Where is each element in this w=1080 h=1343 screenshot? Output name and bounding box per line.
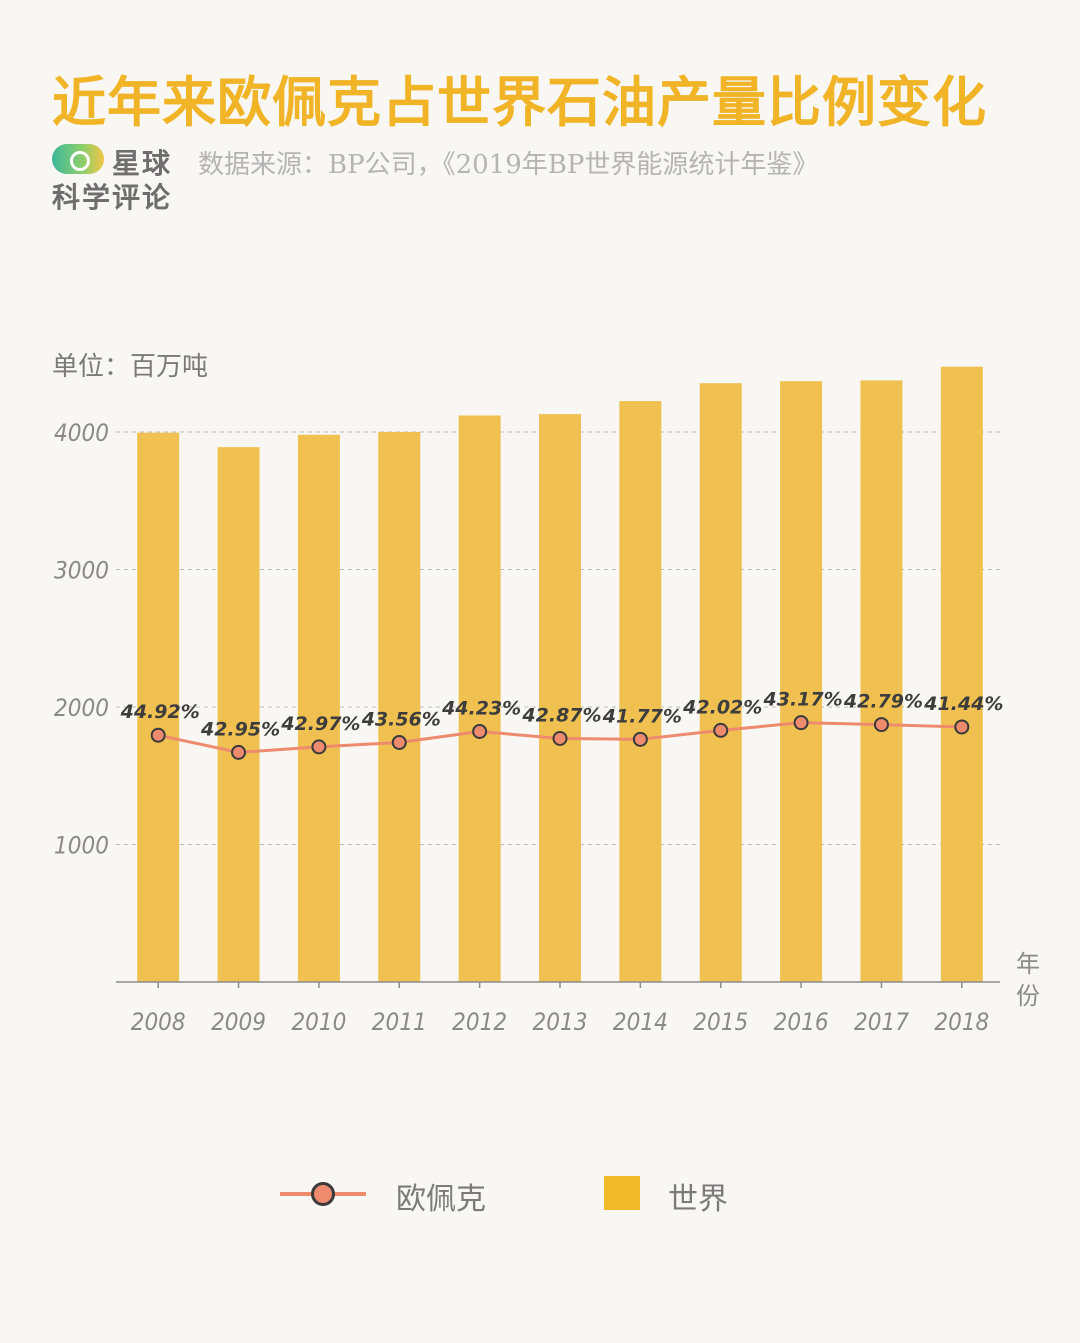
opec-data-label: 43.56% [361, 708, 441, 730]
legend-item-opec: 欧佩克 [280, 1166, 540, 1222]
opec-marker [793, 715, 809, 731]
opec-marker [552, 730, 568, 746]
bar [378, 432, 421, 982]
x-tick-label: 2011 [372, 1008, 427, 1036]
x-axis-unit-label: 份 [1016, 982, 1040, 1010]
y-axis-unit-label: 单位：百万吨 [52, 352, 209, 382]
x-tick-label: 2012 [452, 1008, 507, 1036]
x-tick-label: 2013 [533, 1008, 588, 1036]
opec-data-label: 42.87% [521, 704, 601, 726]
legend-item-world: 世界 [604, 1166, 804, 1222]
y-tick-label: 3000 [54, 557, 109, 585]
y-tick-label: 4000 [54, 419, 109, 447]
opec-data-label: 42.97% [280, 713, 360, 735]
y-tick-label: 1000 [54, 832, 109, 860]
legend-label-world: 世界 [668, 1182, 728, 1217]
opec-marker [632, 731, 648, 747]
bar [780, 381, 823, 982]
bar [940, 366, 983, 982]
opec-marker [472, 723, 488, 739]
y-tick-label: 2000 [54, 694, 109, 722]
bar [619, 401, 662, 982]
legend-label-opec: 欧佩克 [396, 1182, 486, 1217]
opec-data-label: 42.79% [843, 691, 923, 713]
opec-marker [231, 744, 247, 760]
opec-marker [311, 739, 327, 755]
opec-data-label: 44.23% [441, 697, 521, 719]
x-tick-label: 2018 [934, 1008, 989, 1036]
opec-data-label: 41.77% [602, 705, 682, 727]
opec-data-label: 44.92% [120, 701, 200, 723]
bar [137, 432, 180, 982]
bar [217, 447, 260, 982]
chart-title: 近年来欧佩克占世界石油产量比例变化 [52, 71, 987, 134]
x-tick-label: 2009 [211, 1008, 266, 1036]
x-tick-label: 2008 [131, 1008, 186, 1036]
bar [539, 414, 581, 982]
opec-marker [713, 722, 729, 738]
opec-marker [873, 717, 889, 733]
logo-text-line2: 科学评论 [52, 181, 173, 214]
x-tick-label: 2015 [693, 1008, 748, 1036]
x-tick-label: 2014 [613, 1008, 668, 1036]
opec-marker [150, 727, 166, 743]
legend-swatch-icon [604, 1176, 640, 1210]
data-source: 数据来源：BP公司，《2019年BP世界能源统计年鉴》 [198, 150, 819, 180]
bar [860, 380, 903, 982]
x-tick-label: 2016 [774, 1008, 829, 1036]
x-tick-label: 2017 [854, 1008, 909, 1036]
bar [297, 434, 340, 982]
opec-marker [391, 734, 407, 750]
bar [458, 415, 501, 982]
bar [699, 383, 742, 982]
x-tick-label: 2010 [291, 1008, 346, 1036]
logo-pill-icon [52, 144, 104, 174]
opec-data-label: 43.17% [763, 689, 843, 711]
opec-marker [954, 719, 970, 735]
opec-data-label: 42.02% [682, 696, 762, 718]
logo-text-line1: 星球 [112, 147, 173, 180]
opec-data-label: 41.44% [923, 693, 1003, 715]
opec-data-label: 42.95% [200, 718, 280, 740]
legend-marker-icon [311, 1182, 335, 1206]
logo: 星球 科学评论 [52, 142, 192, 214]
x-axis-unit-label: 年 [1016, 950, 1040, 978]
